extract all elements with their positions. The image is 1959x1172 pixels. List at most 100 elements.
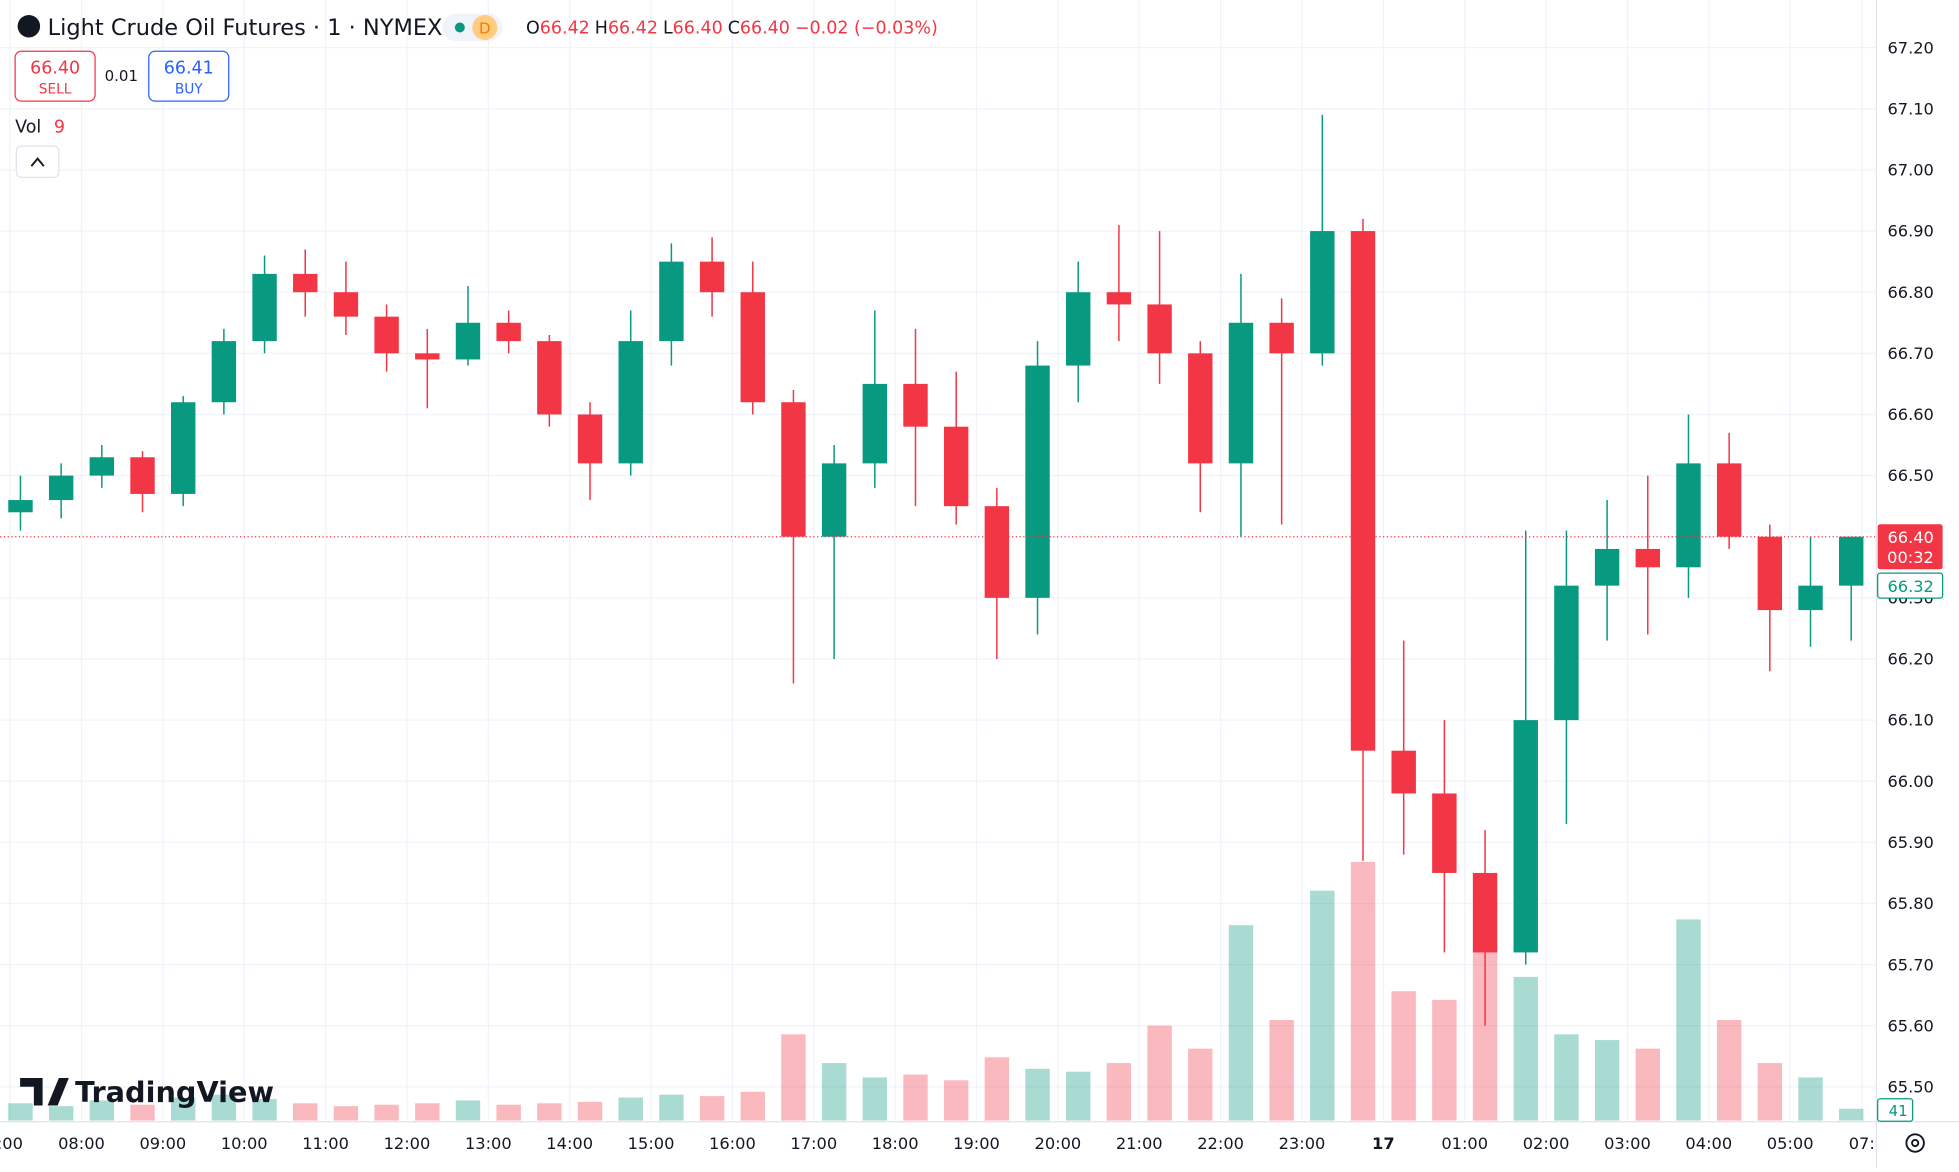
candle-body	[1025, 365, 1050, 598]
candle-body	[211, 341, 237, 403]
x-tick-label: 14:00	[546, 1134, 593, 1153]
ohlc: O 66.42 H 66.42 L 66.40 C 66.40 −0.02 (−0.03%)	[526, 19, 938, 39]
buy-price[interactable]: 66.41	[164, 59, 214, 79]
candle-body	[170, 402, 196, 494]
collapse-icon[interactable]	[30, 157, 45, 167]
candle-body	[1635, 548, 1660, 568]
volume-bar	[1350, 861, 1376, 1121]
candle-body	[455, 322, 481, 360]
ohlc-key: C	[728, 19, 740, 39]
sell-price[interactable]: 66.40	[30, 59, 80, 79]
candle-body	[1432, 793, 1457, 873]
x-tick-label: 07:	[1849, 1134, 1875, 1153]
candle-body	[333, 292, 359, 317]
volume-bar	[1066, 1071, 1091, 1121]
volume-bar	[211, 1094, 237, 1121]
y-tick-label: 65.50	[1887, 1078, 1933, 1097]
candle-body	[1310, 231, 1335, 354]
y-tick-label: 67.00	[1887, 161, 1933, 180]
candle-body	[293, 273, 318, 293]
volume-bar	[1676, 919, 1701, 1121]
volume-bar	[415, 1103, 440, 1121]
candle-body	[374, 316, 399, 354]
x-tick-label: 01:00	[1441, 1134, 1488, 1153]
x-tick-label: 11:00	[302, 1134, 349, 1153]
candle-body	[48, 475, 74, 501]
candle-body	[1228, 322, 1254, 464]
settings-icon-center[interactable]	[1911, 1138, 1920, 1148]
x-tick-label: :00	[0, 1134, 23, 1153]
volume-bar	[903, 1074, 928, 1121]
volume-bar	[1594, 1040, 1620, 1121]
candle-body	[1757, 536, 1783, 611]
candle-body	[618, 341, 643, 464]
volume-bar	[1310, 890, 1335, 1121]
y-tick-label: 66.60	[1887, 405, 1933, 424]
ohlc-value: 66.40	[740, 19, 790, 39]
x-tick-label: 15:00	[628, 1134, 675, 1153]
x-tick-label: 03:00	[1604, 1134, 1651, 1153]
y-tick-label: 66.10	[1887, 711, 1933, 730]
x-tick-label: 23:00	[1279, 1134, 1326, 1153]
volume-bar	[1635, 1048, 1660, 1121]
y-tick-label: 66.00	[1887, 772, 1933, 791]
candle-body	[415, 353, 440, 360]
settings-icon[interactable]	[1905, 1133, 1925, 1153]
volume-bar	[455, 1100, 481, 1121]
volume-bar	[170, 1097, 196, 1121]
y-tick-label: 65.70	[1887, 955, 1933, 974]
y-tick-label: 66.90	[1887, 222, 1933, 241]
x-tick-label: 20:00	[1035, 1134, 1082, 1153]
y-tick-label: 66.20	[1887, 650, 1933, 669]
candle-body	[699, 261, 725, 293]
candle-body	[577, 414, 603, 464]
volume-bar	[89, 1100, 115, 1121]
volume-bar	[577, 1101, 603, 1121]
candle-body	[1838, 536, 1864, 586]
candle-body	[496, 322, 521, 342]
spread: 0.01	[105, 67, 138, 85]
volume-bar	[1513, 976, 1538, 1121]
volume-bar	[1147, 1025, 1172, 1121]
y-tick-label: 65.90	[1887, 833, 1933, 852]
x-tick-label: 21:00	[1116, 1134, 1163, 1153]
x-tick-label: 12:00	[384, 1134, 431, 1153]
volume-bar	[374, 1104, 399, 1121]
candle-body	[943, 426, 969, 507]
candle-body	[903, 383, 928, 427]
volume-bar	[1269, 1019, 1294, 1121]
x-tick-label: 16:00	[709, 1134, 756, 1153]
sell-label[interactable]: SELL	[39, 82, 72, 98]
plot	[0, 114, 1877, 1121]
buy-button[interactable]	[148, 50, 230, 102]
collapse-button[interactable]	[15, 145, 60, 179]
badge-bg	[472, 14, 498, 40]
volume-label: Vol	[15, 117, 41, 137]
candle-body	[821, 463, 847, 537]
volume-bar	[48, 1106, 74, 1121]
candle-body	[1106, 292, 1132, 305]
ohlc-value: 66.40	[673, 19, 723, 39]
sell-button[interactable]	[14, 50, 96, 102]
volume-bar	[943, 1080, 969, 1121]
volume-bar	[1757, 1063, 1783, 1121]
x-tick-label: 13:00	[465, 1134, 512, 1153]
volume-bar	[821, 1063, 847, 1121]
buy-label[interactable]: BUY	[175, 82, 203, 98]
x-tick-label: 10:00	[221, 1134, 268, 1153]
candle-body	[1147, 304, 1172, 354]
volume-bar	[659, 1094, 684, 1121]
marker-price-tag	[1877, 572, 1944, 599]
status-dot	[454, 22, 465, 33]
logo-icon	[20, 1078, 69, 1106]
symbol-icon	[17, 14, 41, 38]
volume-bar	[699, 1096, 725, 1121]
candle-body	[1066, 292, 1091, 366]
x-tick-label: 09:00	[139, 1134, 186, 1153]
volume-bar	[1432, 999, 1457, 1121]
volume-value: 9	[54, 117, 65, 137]
candle-body	[1594, 548, 1620, 586]
